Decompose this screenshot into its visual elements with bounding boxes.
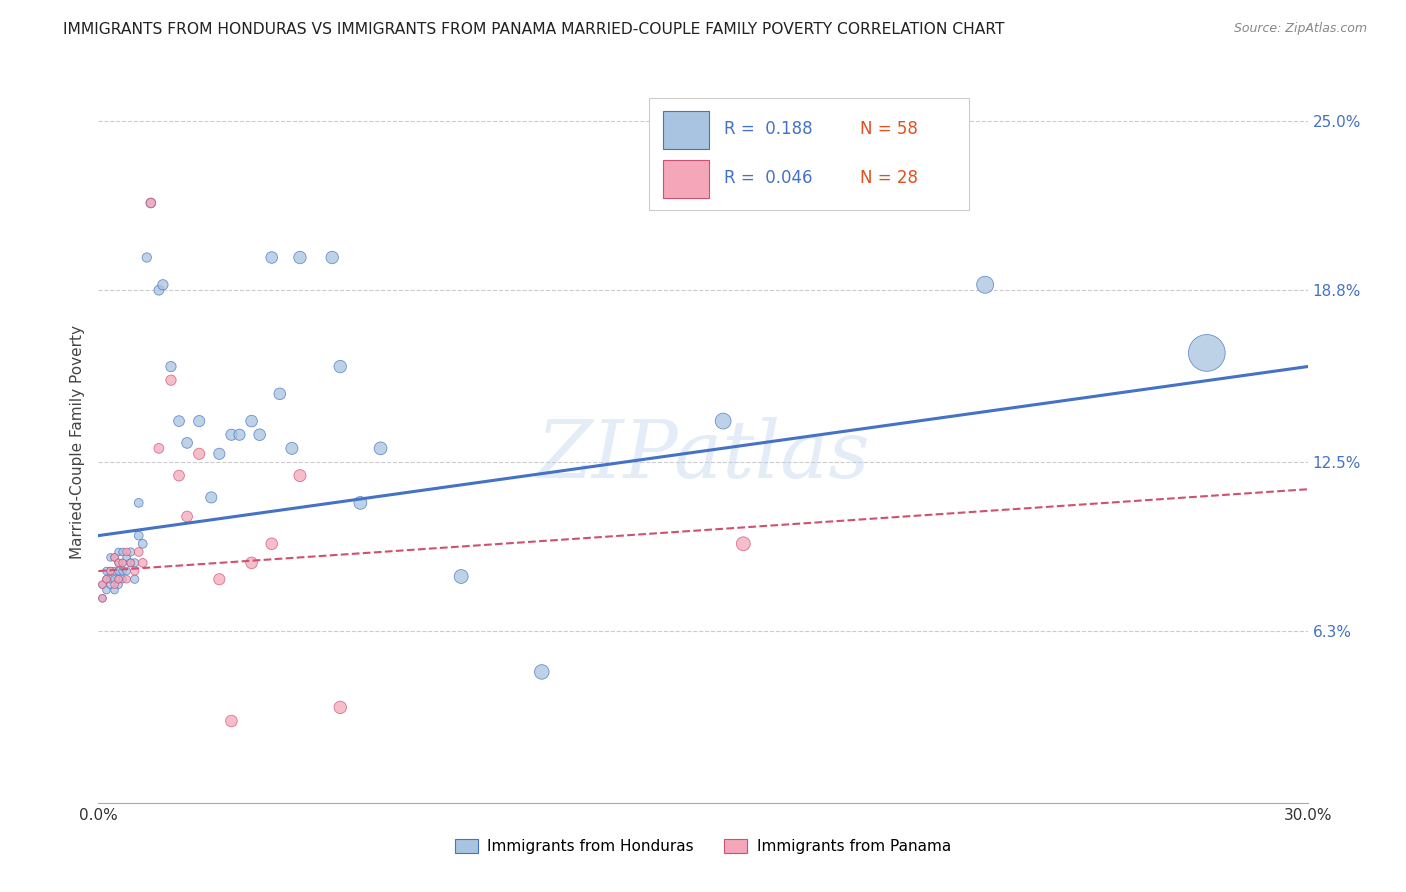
- Point: [111, 564, 134, 578]
- Text: R =  0.188: R = 0.188: [724, 120, 813, 137]
- Point: [711, 414, 734, 428]
- Point: [107, 572, 129, 586]
- Point: [120, 545, 142, 559]
- Point: [100, 572, 122, 586]
- Point: [733, 537, 755, 551]
- Point: [148, 283, 170, 297]
- Point: [115, 545, 138, 559]
- Text: IMMIGRANTS FROM HONDURAS VS IMMIGRANTS FROM PANAMA MARRIED-COUPLE FAMILY POVERTY: IMMIGRANTS FROM HONDURAS VS IMMIGRANTS F…: [63, 22, 1005, 37]
- Point: [111, 556, 134, 570]
- Point: [128, 545, 150, 559]
- Point: [115, 550, 138, 565]
- Point: [221, 714, 243, 728]
- Point: [152, 277, 174, 292]
- Point: [120, 556, 142, 570]
- Legend: Immigrants from Honduras, Immigrants from Panama: Immigrants from Honduras, Immigrants fro…: [449, 833, 957, 860]
- Point: [208, 447, 231, 461]
- Text: N = 58: N = 58: [860, 120, 918, 137]
- Point: [103, 550, 125, 565]
- Point: [200, 491, 222, 505]
- Point: [148, 442, 170, 456]
- Text: Source: ZipAtlas.com: Source: ZipAtlas.com: [1233, 22, 1367, 36]
- Point: [160, 359, 183, 374]
- Point: [128, 496, 150, 510]
- Point: [208, 572, 231, 586]
- Point: [107, 545, 129, 559]
- Point: [96, 572, 118, 586]
- Point: [167, 468, 190, 483]
- Point: [103, 550, 125, 565]
- Point: [107, 577, 129, 591]
- Point: [124, 564, 146, 578]
- Point: [107, 556, 129, 570]
- Point: [107, 564, 129, 578]
- Point: [111, 556, 134, 570]
- Point: [329, 700, 352, 714]
- Point: [91, 577, 114, 591]
- Point: [249, 427, 271, 442]
- Point: [160, 373, 183, 387]
- Point: [96, 583, 118, 598]
- Point: [228, 427, 250, 442]
- Point: [139, 196, 162, 211]
- Point: [103, 577, 125, 591]
- Point: [188, 447, 211, 461]
- Point: [115, 564, 138, 578]
- Point: [107, 556, 129, 570]
- Point: [115, 572, 138, 586]
- Point: [132, 537, 155, 551]
- Point: [176, 509, 198, 524]
- Point: [103, 572, 125, 586]
- Point: [530, 665, 553, 679]
- Text: ZIPatlas: ZIPatlas: [536, 417, 870, 495]
- Point: [221, 427, 243, 442]
- Point: [260, 251, 283, 265]
- Point: [321, 251, 343, 265]
- Point: [111, 572, 134, 586]
- Point: [240, 556, 263, 570]
- Point: [124, 572, 146, 586]
- Point: [188, 414, 211, 428]
- Point: [107, 572, 129, 586]
- Point: [128, 528, 150, 542]
- Point: [91, 577, 114, 591]
- Point: [139, 196, 162, 211]
- Point: [132, 556, 155, 570]
- Text: N = 28: N = 28: [860, 169, 918, 186]
- Y-axis label: Married-Couple Family Poverty: Married-Couple Family Poverty: [70, 325, 86, 558]
- Point: [135, 251, 157, 265]
- Point: [450, 569, 472, 583]
- Point: [103, 583, 125, 598]
- Point: [349, 496, 371, 510]
- Point: [281, 442, 304, 456]
- Point: [100, 564, 122, 578]
- Point: [111, 545, 134, 559]
- FancyBboxPatch shape: [664, 112, 709, 149]
- Point: [240, 414, 263, 428]
- Point: [269, 387, 291, 401]
- Point: [329, 359, 352, 374]
- Point: [370, 442, 392, 456]
- Point: [260, 537, 283, 551]
- Point: [1195, 346, 1218, 360]
- FancyBboxPatch shape: [648, 98, 969, 211]
- Point: [288, 468, 311, 483]
- Point: [176, 436, 198, 450]
- Text: R =  0.046: R = 0.046: [724, 169, 813, 186]
- FancyBboxPatch shape: [664, 161, 709, 198]
- Point: [100, 564, 122, 578]
- Point: [167, 414, 190, 428]
- Point: [91, 591, 114, 606]
- Point: [288, 251, 311, 265]
- Point: [100, 550, 122, 565]
- Point: [974, 277, 997, 292]
- Point: [100, 577, 122, 591]
- Point: [120, 556, 142, 570]
- Point: [96, 564, 118, 578]
- Point: [124, 556, 146, 570]
- Point: [96, 572, 118, 586]
- Point: [103, 564, 125, 578]
- Point: [91, 591, 114, 606]
